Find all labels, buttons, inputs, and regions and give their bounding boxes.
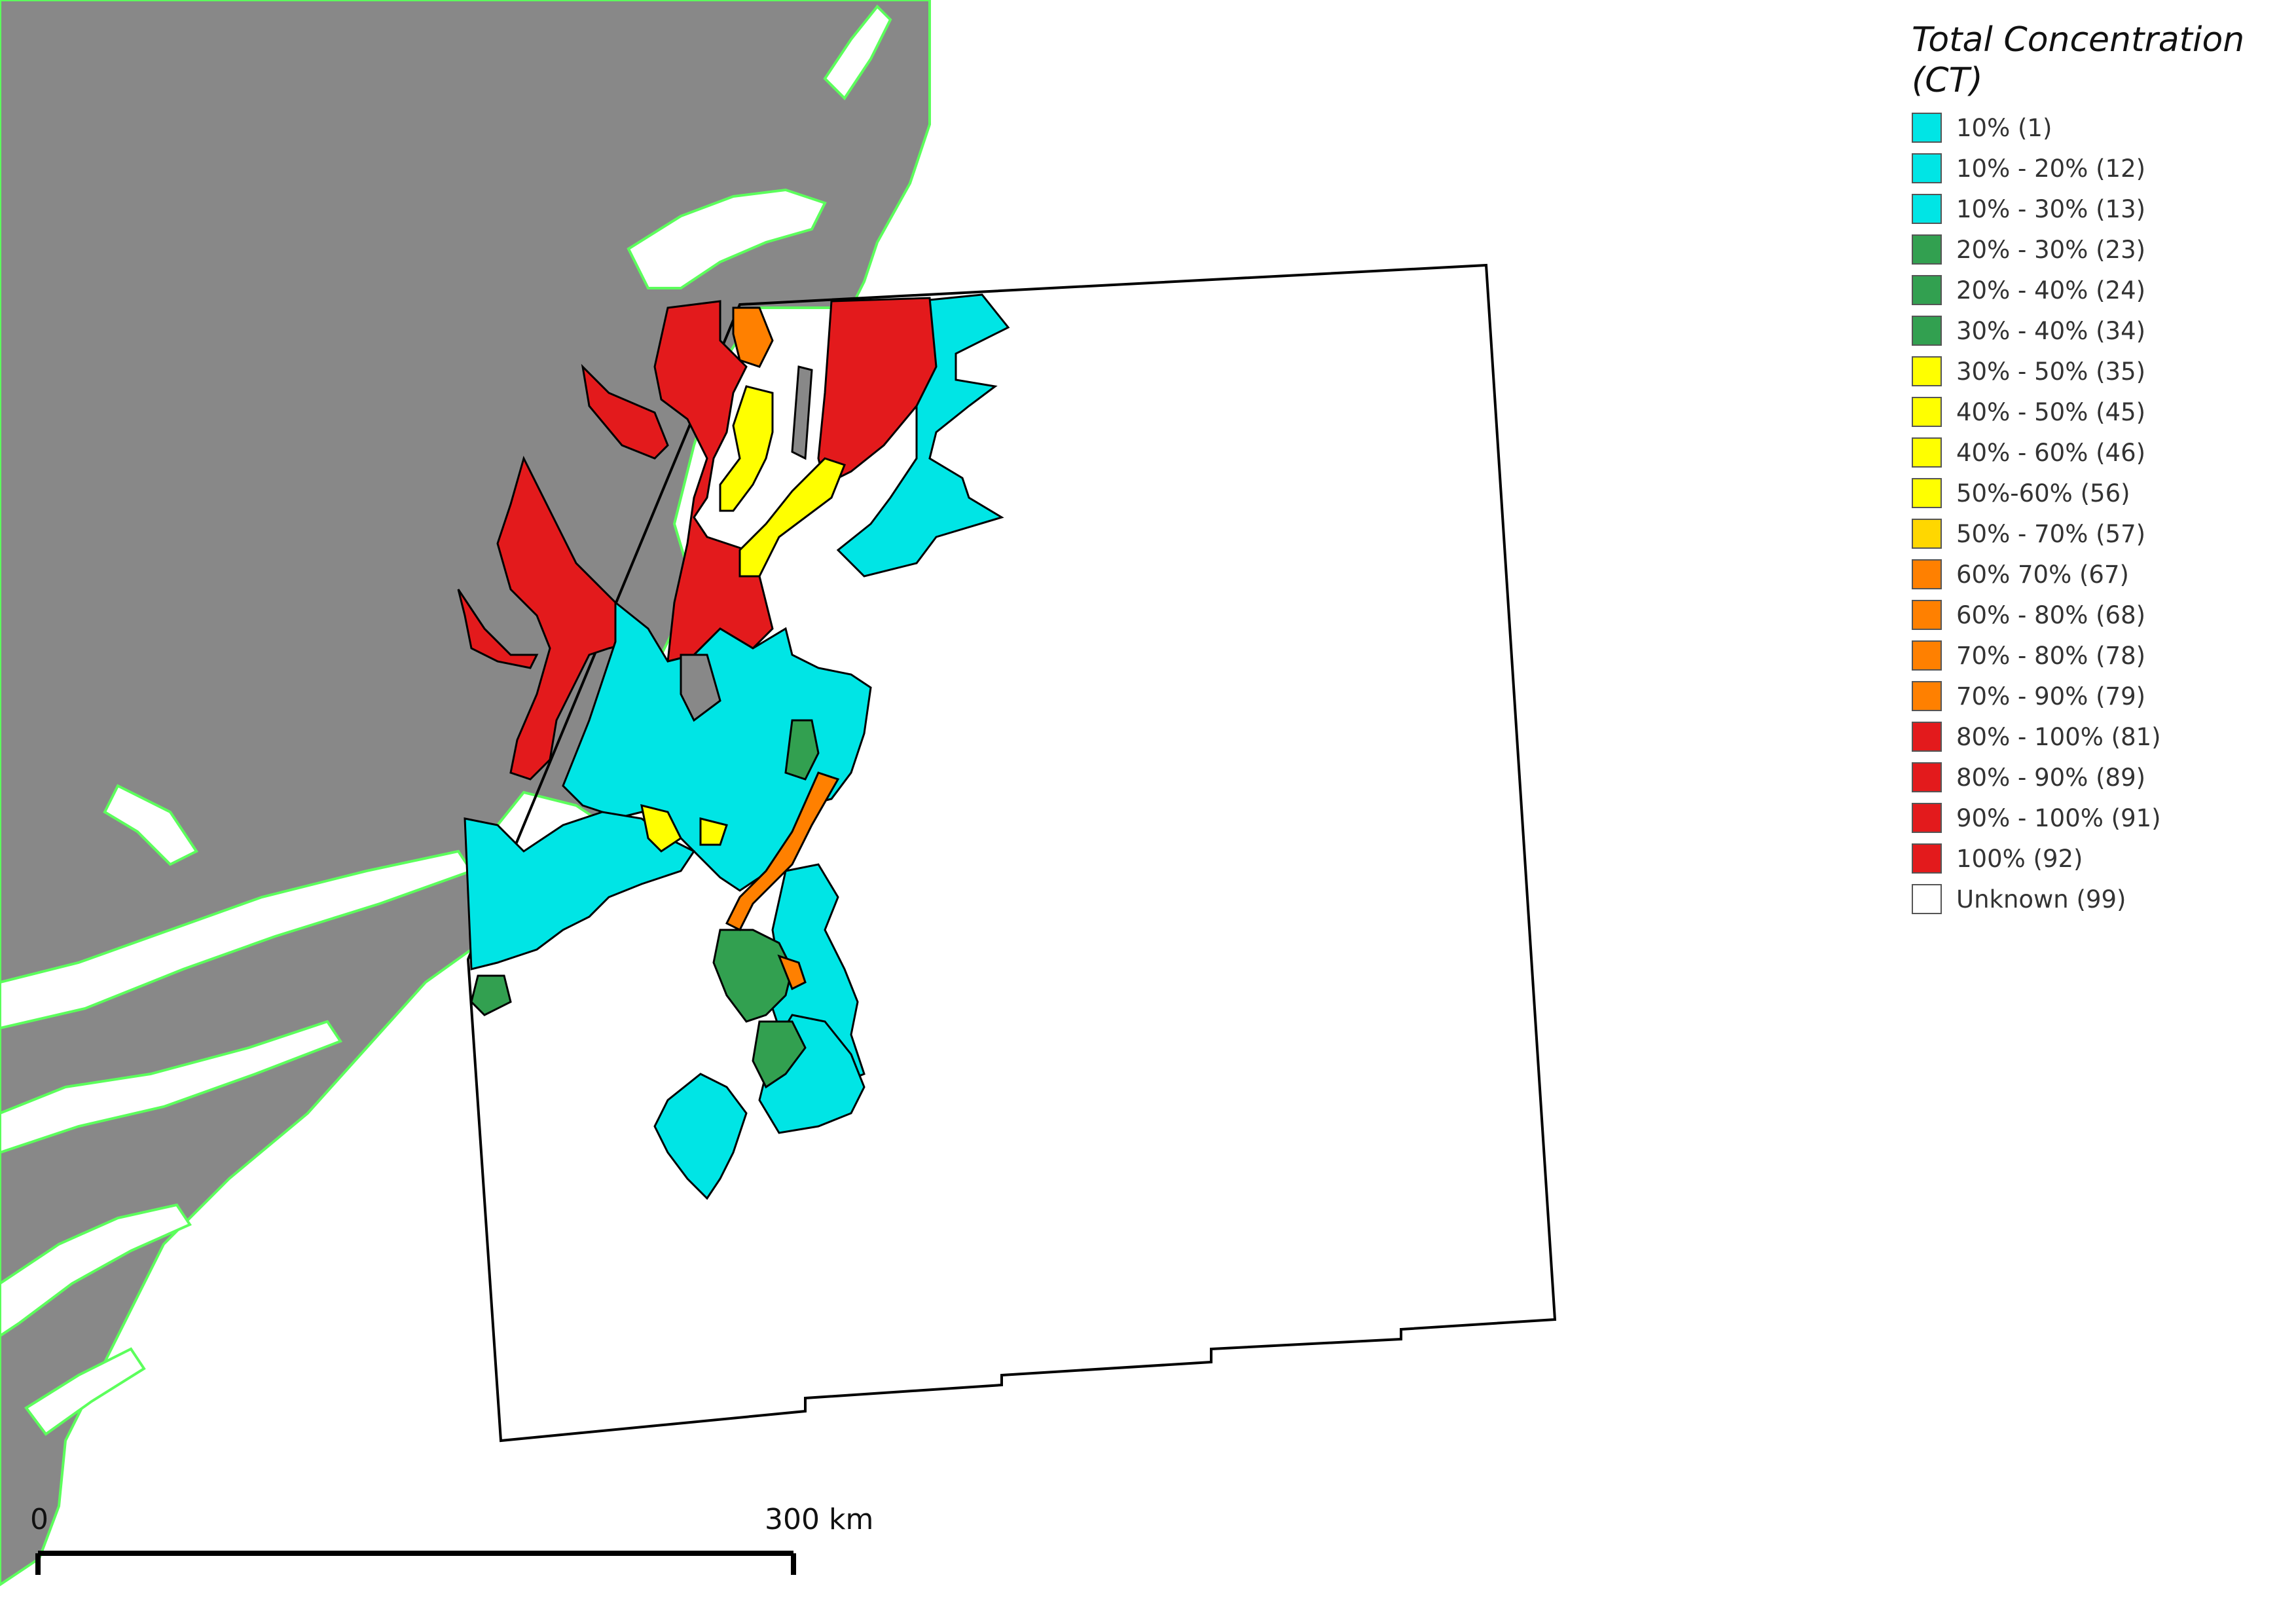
legend-swatch <box>1912 478 1942 508</box>
legend-item: 40% - 50% (45) <box>1912 392 2278 432</box>
legend-label: 10% (1) <box>1956 113 2052 142</box>
legend-swatch <box>1912 356 1942 386</box>
legend-item: 60% 70% (67) <box>1912 554 2278 595</box>
legend-label: 70% - 80% (78) <box>1956 641 2146 670</box>
water-channel <box>24 1347 146 1436</box>
legend-swatch <box>1912 519 1942 549</box>
scalebar <box>35 1551 796 1575</box>
legend-item: 60% - 80% (68) <box>1912 595 2278 635</box>
water-channel <box>627 188 827 289</box>
legend-swatch <box>1912 275 1942 305</box>
legend-item: 40% - 60% (46) <box>1912 432 2278 473</box>
survey-boundary <box>466 263 1557 1443</box>
legend-items: 10% (1) 10% - 20% (12) 10% - 30% (13) 20% -… <box>1912 107 2278 919</box>
legend-label: 60% - 80% (68) <box>1956 600 2146 629</box>
legend-label: 20% - 40% (24) <box>1956 276 2146 304</box>
legend-label: 40% - 60% (46) <box>1956 438 2146 467</box>
scalebar-start-label: 0 <box>30 1503 48 1536</box>
legend: Total Concentration (CT) 10% (1) 10% - 20… <box>1912 20 2278 919</box>
legend-label: 20% - 30% (23) <box>1956 235 2146 264</box>
ice-polygon-cyan <box>653 1073 748 1200</box>
legend-swatch <box>1912 640 1942 671</box>
legend-item: 10% - 30% (13) <box>1912 189 2278 229</box>
legend-item: 30% - 50% (35) <box>1912 351 2278 392</box>
ice-polygon-orange <box>732 306 774 368</box>
legend-swatch <box>1912 397 1942 427</box>
ice-polygon-green <box>712 929 793 1023</box>
legend-item: 20% - 40% (24) <box>1912 270 2278 310</box>
ice-polygon-orange <box>725 771 840 932</box>
ice-polygons <box>457 293 1010 1200</box>
legend-label: 70% - 90% (79) <box>1956 682 2146 710</box>
legend-swatch <box>1912 194 1942 224</box>
legend-label: 30% - 40% (34) <box>1956 316 2146 345</box>
island <box>791 365 813 460</box>
ice-polygon-yellow <box>640 803 682 853</box>
ice-polygon-red <box>496 455 636 781</box>
legend-label: 30% - 50% (35) <box>1956 357 2146 386</box>
legend-swatch <box>1912 884 1942 914</box>
legend-item: 10% - 20% (12) <box>1912 148 2278 189</box>
legend-label: 50%-60% (56) <box>1956 479 2130 507</box>
legend-item: 30% - 40% (34) <box>1912 310 2278 351</box>
water-channel <box>0 1203 192 1338</box>
ice-polygon-cyan <box>836 293 1010 578</box>
water-channel <box>0 1020 343 1154</box>
legend-item: 70% - 80% (78) <box>1912 635 2278 676</box>
legend-item: 20% - 30% (23) <box>1912 229 2278 270</box>
island <box>680 654 721 722</box>
legend-item: 50%-60% (56) <box>1912 473 2278 513</box>
legend-swatch <box>1912 803 1942 833</box>
water-channel <box>103 784 198 866</box>
legend-label: 60% 70% (67) <box>1956 560 2129 589</box>
ice-polygon-yellow <box>719 385 774 512</box>
legend-label: 10% - 30% (13) <box>1956 194 2146 223</box>
legend-label: 80% - 100% (81) <box>1956 722 2161 751</box>
legend-item: Unknown (99) <box>1912 879 2278 919</box>
ice-polygon-green <box>470 974 512 1016</box>
legend-label: 50% - 70% (57) <box>1956 519 2146 548</box>
ice-polygon-yellow <box>699 817 728 846</box>
scalebar-end-label: 300 km <box>765 1503 874 1536</box>
ice-polygon-green <box>752 1020 807 1089</box>
legend-label: 100% (92) <box>1956 844 2083 873</box>
legend-label: 80% - 90% (89) <box>1956 763 2146 792</box>
legend-swatch <box>1912 153 1942 183</box>
ice-polygon-yellow <box>738 457 846 578</box>
legend-swatch <box>1912 113 1942 143</box>
legend-title: Total Concentration (CT) <box>1912 20 2245 100</box>
legend-swatch <box>1912 437 1942 468</box>
legend-swatch <box>1912 722 1942 752</box>
ice-polygon-red <box>817 297 938 487</box>
ice-polygon-green <box>784 719 820 781</box>
legend-item: 80% - 90% (89) <box>1912 757 2278 798</box>
legend-swatch <box>1912 316 1942 346</box>
legend-item: 50% - 70% (57) <box>1912 513 2278 554</box>
legend-swatch <box>1912 843 1942 874</box>
legend-swatch <box>1912 559 1942 589</box>
ice-polygon-red <box>457 589 539 669</box>
legend-swatch <box>1912 762 1942 792</box>
legend-swatch <box>1912 681 1942 711</box>
legend-item: 10% (1) <box>1912 107 2278 148</box>
legend-item: 70% - 90% (79) <box>1912 676 2278 716</box>
legend-swatch <box>1912 234 1942 265</box>
ice-polygon-cyan <box>464 811 696 970</box>
legend-label: Unknown (99) <box>1956 885 2126 913</box>
legend-item: 90% - 100% (91) <box>1912 798 2278 838</box>
legend-item: 80% - 100% (81) <box>1912 716 2278 757</box>
legend-item: 100% (92) <box>1912 838 2278 879</box>
ice-polygon-orange <box>777 954 807 991</box>
legend-label: 10% - 20% (12) <box>1956 154 2146 183</box>
ice-polygon-red <box>581 363 669 460</box>
legend-label: 40% - 50% (45) <box>1956 397 2146 426</box>
legend-label: 90% - 100% (91) <box>1956 803 2161 832</box>
legend-swatch <box>1912 600 1942 630</box>
water-channel <box>823 5 892 101</box>
